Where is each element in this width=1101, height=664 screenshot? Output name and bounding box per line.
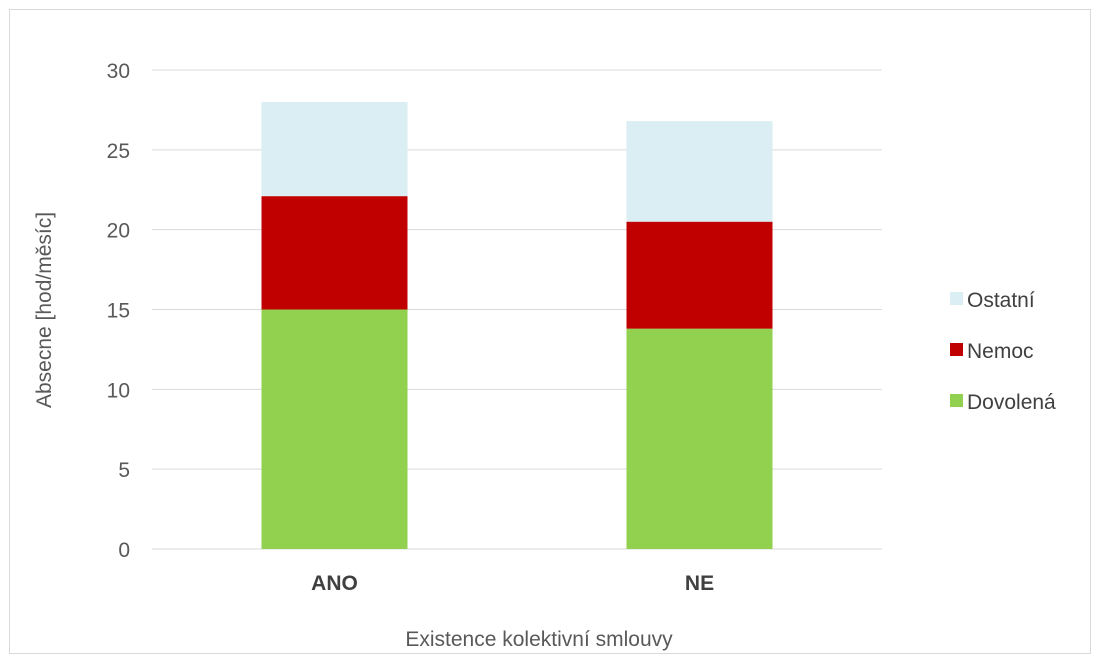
y-tick-label: 30: [107, 60, 130, 83]
legend: Ostatní Nemoc Dovolená: [950, 289, 1056, 414]
bar-segment-dovolená: [261, 309, 408, 549]
bar-segment-ostatní: [626, 121, 773, 222]
legend-swatch: [950, 343, 963, 356]
chart-frame: [9, 9, 1091, 654]
y-tick-label: 15: [107, 300, 130, 323]
y-axis-title: Absecne [hod/měsíc]: [33, 212, 56, 408]
x-category-label: ANO: [311, 572, 358, 595]
bar-segment-dovolená: [626, 328, 773, 549]
bar-segment-ostatní: [261, 101, 408, 197]
legend-label: Nemoc: [967, 340, 1034, 363]
bar-segment-nemoc: [626, 221, 773, 329]
legend-label: Dovolená: [967, 391, 1056, 414]
legend-swatch: [950, 394, 963, 407]
y-tick-label: 25: [107, 140, 130, 163]
bar-segment-nemoc: [261, 196, 408, 310]
legend-swatch: [950, 292, 963, 305]
x-axis-title: Existence kolektivní smlouvy: [405, 628, 673, 651]
y-axis-ticks: 0 5 10 15 20 25 30: [107, 60, 130, 562]
legend-label: Ostatní: [967, 289, 1035, 312]
y-tick-label: 20: [107, 220, 130, 243]
y-tick-label: 0: [118, 539, 130, 562]
y-tick-label: 5: [118, 459, 130, 482]
y-tick-label: 10: [107, 379, 130, 402]
x-axis-categories: ANO NE: [311, 572, 714, 595]
bars: [261, 101, 773, 549]
x-category-label: NE: [685, 572, 714, 595]
